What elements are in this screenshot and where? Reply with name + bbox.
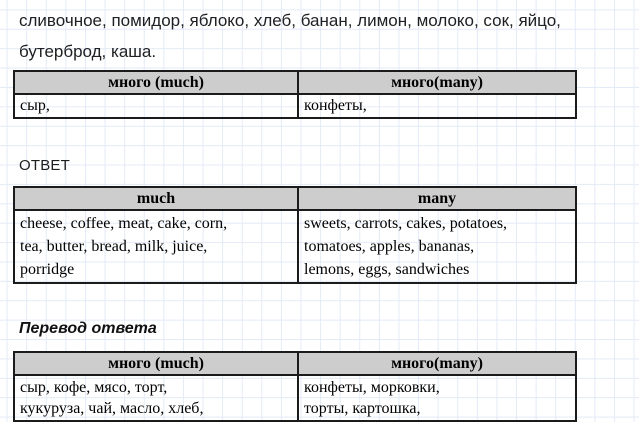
translation-table-header-much: много (much) [13,351,299,376]
intro-line-1: сливочное, помидор, яблоко, хлеб, банан,… [19,11,561,30]
answer-much-line-2: tea, butter, bread, milk, juice, [20,238,208,255]
task-table: много (much) много(many) сыр, конфеты, [13,70,577,119]
translation-table-header-row: много (much) много(many) [13,351,577,376]
translation-table-header-many: много(many) [297,351,577,376]
answer-cell-many: sweets, carrots, cakes, potatoes, tomato… [297,209,577,284]
intro-paragraph: сливочное, помидор, яблоко, хлеб, банан,… [19,5,561,67]
translation-much-line-2-clipped: кукуруза, чай, масло, хлеб, [20,400,204,417]
answer-cell-much: cheese, coffee, meat, cake, corn, tea, b… [13,209,299,284]
answer-heading: ОТВЕТ [19,157,71,174]
answer-many-line-3: lemons, eggs, sandwiches [304,261,470,278]
answer-many-line-2: tomatoes, apples, bananas, [304,238,475,255]
table-row: сыр, конфеты, [13,93,577,119]
task-table-header-much: много (much) [13,70,299,95]
answer-table-header-row: much many [13,186,577,211]
translation-cell-many: конфеты, морковки, торты, картошка, [297,374,577,422]
answer-table-header-many: many [297,186,577,211]
translation-cell-much: сыр, кофе, мясо, торт, кукуруза, чай, ма… [13,374,299,422]
table-row: сыр, кофе, мясо, торт, кукуруза, чай, ма… [13,374,577,422]
task-cell-many: конфеты, [297,93,577,119]
intro-line-2: бутерброд, каша. [19,42,157,61]
translation-many-line-1: конфеты, морковки, [304,379,440,396]
translation-table: много (much) много(many) сыр, кофе, мясо… [13,351,577,422]
table-row: cheese, coffee, meat, cake, corn, tea, b… [13,209,577,284]
answer-table-header-much: much [13,186,299,211]
task-cell-much: сыр, [13,93,299,119]
answer-much-line-1: cheese, coffee, meat, cake, corn, [20,215,228,232]
translation-many-line-2-clipped: торты, картошка, [304,400,421,417]
answer-much-line-3: porridge [20,261,75,278]
answer-many-line-1: sweets, carrots, cakes, potatoes, [304,215,508,232]
answer-table: much many cheese, coffee, meat, cake, co… [13,186,577,284]
task-table-header-many: много(many) [297,70,577,95]
translation-heading: Перевод ответа [19,320,157,337]
task-table-header-row: много (much) много(many) [13,70,577,95]
translation-much-line-1: сыр, кофе, мясо, торт, [20,379,168,396]
